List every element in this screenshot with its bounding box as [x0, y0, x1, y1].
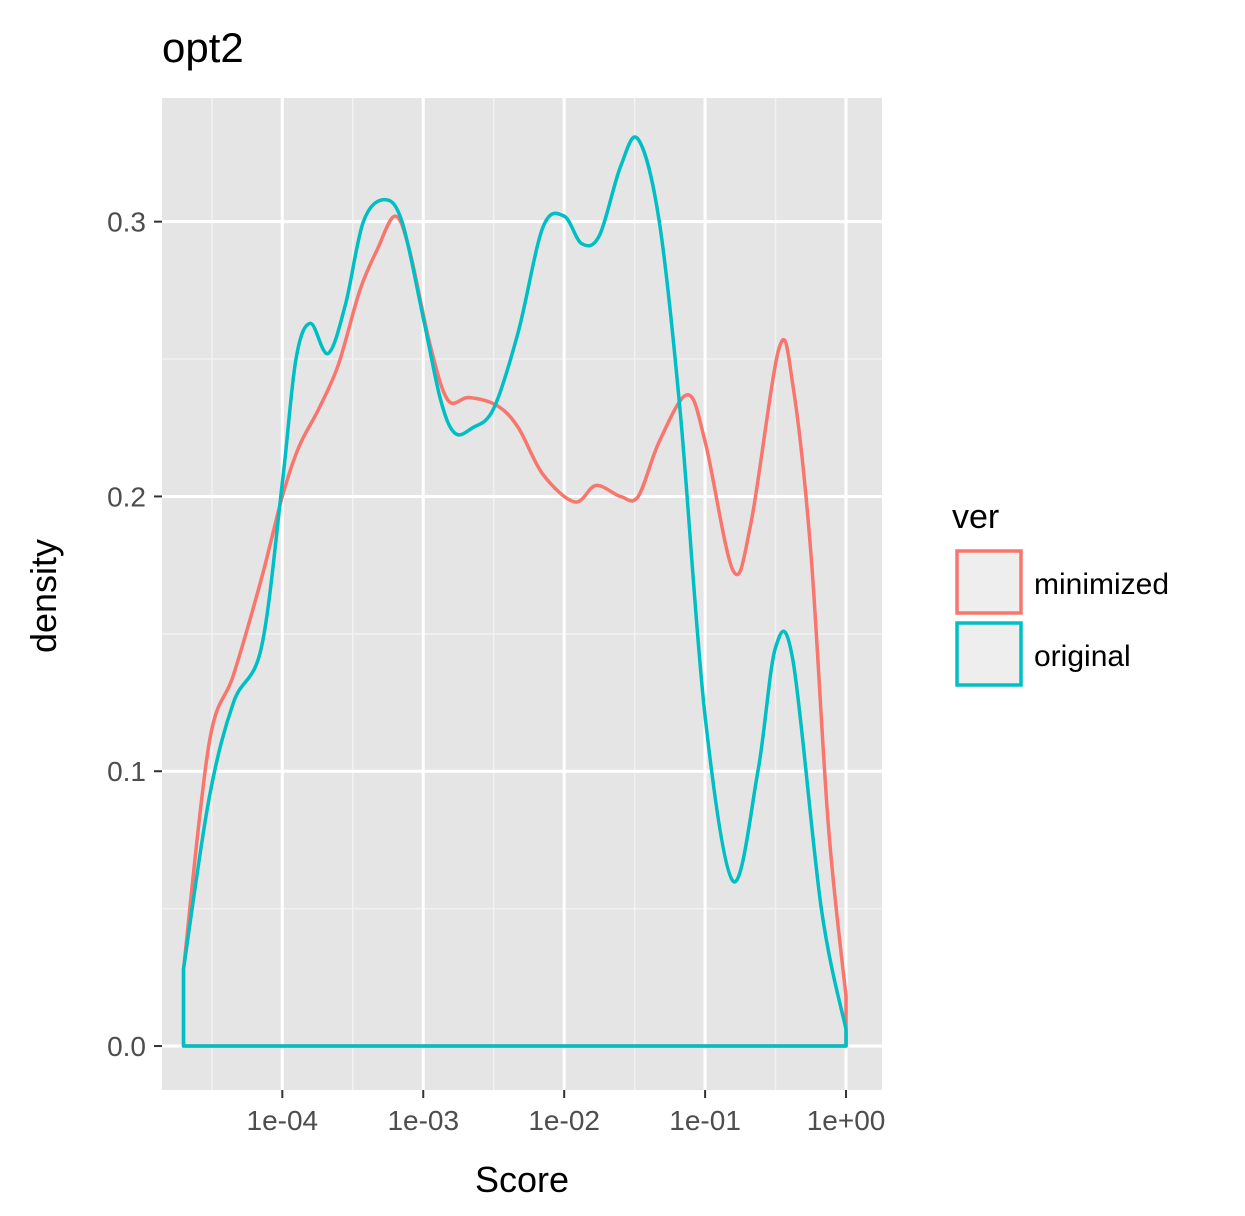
x-tick-label: 1e-03: [387, 1105, 459, 1136]
chart-title: opt2: [162, 24, 244, 71]
x-tick-label: 1e-02: [528, 1105, 600, 1136]
x-tick-label: 1e-01: [669, 1105, 741, 1136]
x-tick-label: 1e-04: [247, 1105, 319, 1136]
x-axis-title: Score: [475, 1159, 569, 1200]
legend-title: ver: [952, 498, 999, 536]
legend-label-minimized: minimized: [1034, 568, 1169, 601]
legend-label-original: original: [1034, 640, 1131, 673]
legend-key-bg: [956, 622, 1022, 686]
y-tick-label: 0.1: [107, 756, 146, 787]
y-axis-title: density: [23, 539, 64, 653]
density-line-minimized: [181, 214, 848, 1048]
legend-key-original: [955, 621, 1023, 687]
legend-entries: minimized original: [955, 549, 1169, 687]
legend-key-bg: [956, 550, 1022, 614]
density-line-original: [181, 135, 848, 1048]
x-tick-label: 1e+00: [807, 1105, 886, 1136]
y-tick-label: 0.3: [107, 207, 146, 238]
y-tick-label: 0.0: [107, 1031, 146, 1062]
y-axis: 0.0 0.1 0.2 0.3: [107, 207, 162, 1062]
series-layer: [181, 135, 848, 1048]
y-tick-label: 0.2: [107, 481, 146, 512]
legend: ver minimized original: [952, 498, 1169, 687]
x-axis: 1e-04 1e-03 1e-02 1e-01 1e+00: [247, 1090, 886, 1136]
legend-key-minimized: [955, 549, 1023, 615]
